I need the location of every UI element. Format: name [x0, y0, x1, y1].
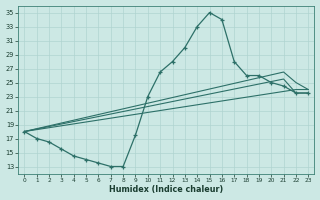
X-axis label: Humidex (Indice chaleur): Humidex (Indice chaleur) — [109, 185, 223, 194]
